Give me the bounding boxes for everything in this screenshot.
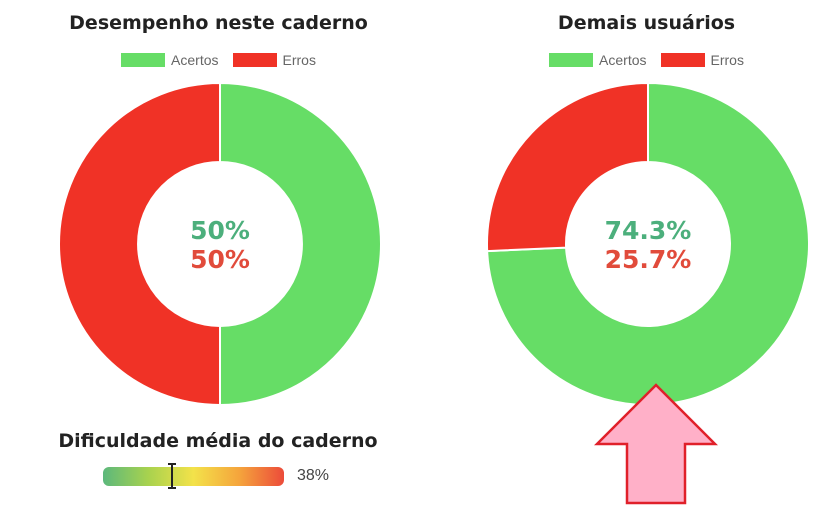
chart-panel-caderno: Desempenho neste caderno Acertos Erros 5… — [12, 0, 425, 420]
legend-swatch-erros — [660, 53, 705, 67]
legend-label-acertos: Acertos — [599, 52, 647, 68]
center-label-erros: 25.7% — [605, 245, 692, 274]
up-arrow-icon — [594, 383, 718, 505]
slice-acertos[interactable] — [486, 82, 810, 406]
legend-label-acertos: Acertos — [171, 52, 219, 68]
center-label-acertos: 74.3% — [605, 216, 692, 245]
slice-erros[interactable] — [486, 82, 649, 253]
legend-swatch-erros — [232, 53, 277, 67]
chart-title: Desempenho neste caderno — [69, 12, 368, 34]
chart-panel-demais-usuarios: Demais usuários Acertos Erros 74.3% 25.7… — [440, 0, 827, 420]
legend-item-acertos[interactable]: Acertos — [549, 52, 647, 68]
center-label-erros: 50% — [190, 245, 250, 274]
donut-chart: 74.3% 25.7% — [486, 82, 810, 406]
legend-swatch-acertos — [121, 53, 166, 67]
legend-item-erros[interactable]: Erros — [660, 52, 744, 68]
legend-item-erros[interactable]: Erros — [232, 52, 316, 68]
donut-chart: 50% 50% — [58, 82, 382, 406]
legend-item-acertos[interactable]: Acertos — [121, 52, 219, 68]
slice-erros[interactable] — [58, 82, 221, 406]
difficulty-value: 38% — [297, 467, 330, 484]
legend-label-erros: Erros — [282, 52, 316, 68]
legend: Acertos Erros — [12, 52, 425, 68]
slice-acertos[interactable] — [219, 82, 382, 406]
chart-title: Demais usuários — [557, 12, 736, 34]
legend: Acertos Erros — [440, 52, 827, 68]
difficulty-gradient-bar — [103, 467, 284, 486]
center-label-acertos: 50% — [190, 216, 250, 245]
difficulty-title: Dificuldade média do caderno — [58, 430, 378, 452]
legend-swatch-acertos — [549, 53, 594, 67]
difficulty-marker-icon — [167, 463, 176, 489]
legend-label-erros: Erros — [710, 52, 744, 68]
